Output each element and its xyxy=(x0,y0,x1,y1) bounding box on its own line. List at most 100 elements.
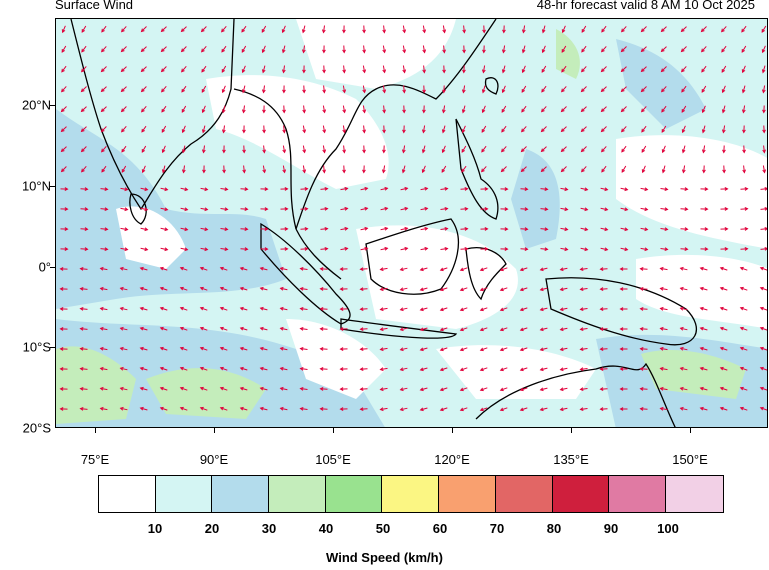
wind-arrow-head xyxy=(382,109,386,114)
wind-arrow xyxy=(400,387,408,391)
wind-arrow-head xyxy=(402,69,407,74)
wind-arrow-head xyxy=(124,187,129,192)
wind-arrow xyxy=(480,387,488,391)
wind-arrow-head xyxy=(639,387,644,391)
wind-arrow-head xyxy=(544,207,549,211)
wind-arrow-head xyxy=(762,129,766,134)
wind-arrow xyxy=(121,165,127,173)
wind-arrow xyxy=(760,367,767,371)
wind-arrow xyxy=(160,387,168,391)
wind-arrow xyxy=(742,85,746,93)
wind-arrow-head xyxy=(342,149,346,154)
wind-arrow-head xyxy=(179,406,184,411)
wind-arrow xyxy=(420,227,428,231)
wind-arrow-head xyxy=(379,327,384,332)
wind-arrow xyxy=(203,145,205,153)
wind-arrow-head xyxy=(681,68,685,73)
wind-arrow-head xyxy=(739,286,744,291)
wind-arrow xyxy=(260,287,268,291)
wind-arrow-head xyxy=(679,386,684,391)
wind-arrow xyxy=(581,106,587,112)
wind-arrow xyxy=(380,387,388,391)
wind-arrow-head xyxy=(221,109,226,114)
wind-arrow xyxy=(561,146,567,152)
wind-arrow xyxy=(540,307,548,311)
wind-arrow xyxy=(440,407,448,411)
wind-arrow-head xyxy=(79,367,84,371)
wind-arrow-head xyxy=(539,287,544,292)
wind-arrow xyxy=(200,247,208,251)
wind-arrow-head xyxy=(121,148,125,153)
wind-arrow-head xyxy=(620,68,625,73)
wind-arrow xyxy=(520,327,528,331)
wind-arrow xyxy=(581,66,587,72)
wind-arrow xyxy=(620,247,628,251)
wind-arrow-head xyxy=(461,168,465,173)
wind-arrow xyxy=(580,388,588,390)
wind-arrow-head xyxy=(761,49,766,54)
wind-arrow-head xyxy=(724,187,729,191)
wind-arrow-head xyxy=(759,366,764,371)
wind-arrow-head xyxy=(64,227,69,231)
wind-arrow-head xyxy=(701,109,706,114)
coast-malay-peninsula xyxy=(295,228,342,280)
wind-arrow-head xyxy=(581,68,585,73)
wind-arrow xyxy=(262,165,266,173)
wind-arrow xyxy=(340,247,348,251)
wind-arrow-head xyxy=(764,207,767,211)
wind-arrow xyxy=(323,25,325,33)
wind-arrow xyxy=(323,165,325,173)
wind-arrow xyxy=(320,208,328,210)
coast-sri-lanka xyxy=(129,193,147,225)
wind-arrow xyxy=(680,287,688,291)
wind-arrow xyxy=(80,188,88,190)
wind-arrow xyxy=(240,228,248,230)
wind-arrow-head xyxy=(379,367,384,372)
wind-arrow-head xyxy=(599,367,604,371)
colorbar-label-20: 20 xyxy=(204,521,220,536)
wind-map-canvas xyxy=(56,19,767,427)
wind-arrow-head xyxy=(164,227,169,232)
wind-arrow xyxy=(502,45,506,53)
wind-arrow xyxy=(500,367,508,371)
wind-arrow-head xyxy=(302,129,307,134)
wind-arrow-head xyxy=(744,227,749,231)
wind-arrow-head xyxy=(640,88,645,93)
wind-arrow xyxy=(220,327,228,331)
wind-arrow xyxy=(440,208,448,210)
wind-arrow xyxy=(680,228,688,230)
wind-arrow-head xyxy=(339,287,344,291)
wind-arrow xyxy=(61,106,67,112)
wind-arrow xyxy=(180,287,188,291)
wind-arrow xyxy=(380,187,388,191)
wind-arrow xyxy=(460,208,468,210)
wind-arrow-head xyxy=(581,28,586,33)
coast-philippines xyxy=(455,118,499,220)
wind-arrow-head xyxy=(462,29,466,34)
wind-arrow xyxy=(520,267,528,271)
wind-arrow-head xyxy=(144,207,149,212)
wind-arrow-head xyxy=(502,29,506,34)
wind-arrow xyxy=(680,367,688,371)
wind-arrow xyxy=(262,65,266,73)
wind-arrow-head xyxy=(699,386,704,391)
wind-arrow-head xyxy=(124,247,129,252)
wind-arrow xyxy=(382,45,386,53)
coast-new-guinea xyxy=(545,277,697,346)
wind-arrow xyxy=(280,327,288,331)
wind-arrow-head xyxy=(104,207,109,211)
wind-arrow-head xyxy=(764,247,767,251)
wind-arrow xyxy=(201,26,207,32)
wind-arrow xyxy=(140,407,148,411)
wind-arrow xyxy=(100,307,108,311)
wind-arrow-head xyxy=(661,128,666,133)
wind-arrow-head xyxy=(759,326,764,331)
wind-arrow xyxy=(660,248,668,250)
wind-arrow-head xyxy=(441,109,446,114)
wind-arrow xyxy=(620,207,628,211)
wind-arrow-head xyxy=(741,89,746,94)
wind-arrow xyxy=(141,145,147,153)
wind-arrow xyxy=(520,347,528,351)
wind-arrow xyxy=(280,287,288,291)
wind-arrow-head xyxy=(719,386,724,391)
